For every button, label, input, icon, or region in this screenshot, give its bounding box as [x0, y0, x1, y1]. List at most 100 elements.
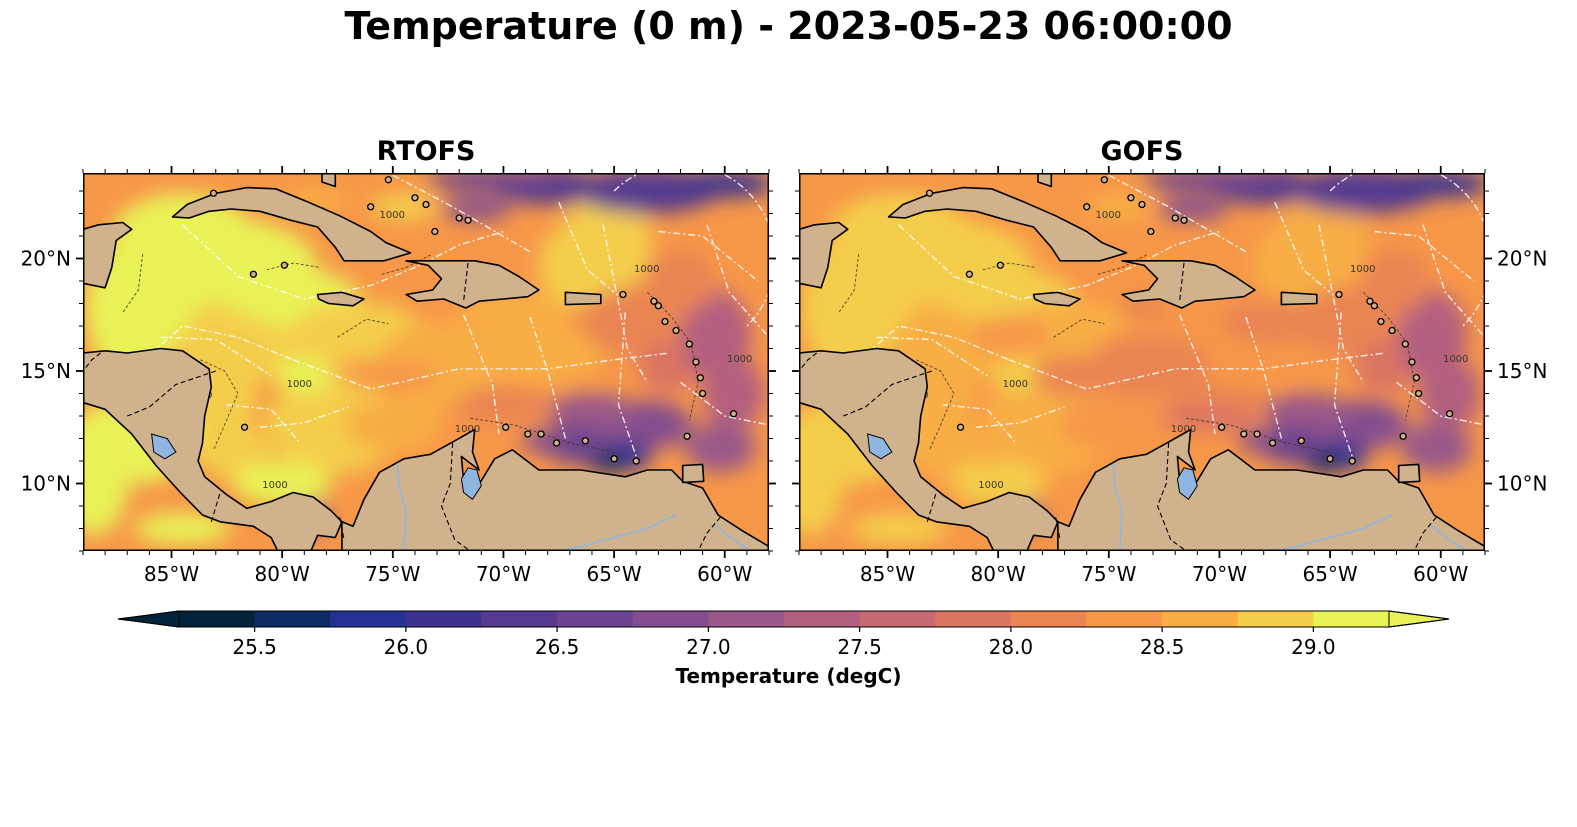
sst-patch [645, 249, 716, 313]
island [696, 374, 705, 382]
border-line [1413, 516, 1437, 551]
island [996, 261, 1005, 269]
island [537, 430, 545, 438]
colorbar-tick-label: 27.0 [686, 635, 731, 659]
sst-patch [1086, 335, 1211, 398]
river [558, 514, 677, 551]
island [1083, 203, 1091, 211]
land-bahamas-fragment [1037, 173, 1053, 188]
land-bahamas-fragment [321, 173, 337, 188]
island [1388, 326, 1396, 335]
island [1377, 317, 1385, 326]
sst-patch [799, 409, 846, 536]
island [249, 270, 258, 278]
sst-patch [1159, 404, 1258, 432]
lon-tick-label: 80°W [255, 562, 310, 586]
contour-label: 1000 [978, 480, 1003, 491]
colorbar-tick-label: 25.5 [232, 635, 277, 659]
colorbar-bin [1237, 611, 1314, 627]
land-jamaica [316, 291, 365, 307]
bathymetry-line [200, 359, 239, 451]
island [654, 302, 663, 310]
island [672, 326, 680, 335]
sst-patch [1142, 173, 1275, 191]
land-central-america [799, 347, 1059, 551]
sst-patch [969, 314, 1050, 356]
colorbar-bin [481, 611, 558, 627]
lake-nicaragua [151, 433, 177, 460]
colorbar-extend-low [117, 610, 180, 628]
colorbar-outline [117, 610, 1450, 628]
lon-tick-label: 70°W [476, 562, 531, 586]
lon-tick-label: 85°W [144, 562, 199, 586]
colorbar-bin [632, 611, 709, 627]
sst-patch [991, 357, 1050, 394]
island [698, 389, 707, 398]
island [1240, 430, 1248, 438]
lon-tick-label: 85°W [860, 562, 915, 586]
lat-tick-label: 20°N [1497, 247, 1547, 271]
colorbar-bin [557, 611, 634, 627]
island [1268, 439, 1277, 447]
colorbar-bin [179, 611, 256, 627]
island [240, 423, 249, 431]
lat-tick-label: 15°N [21, 359, 71, 383]
sst-patch [1361, 249, 1432, 313]
island [956, 423, 965, 431]
border-line [799, 352, 818, 372]
island [692, 358, 700, 366]
island [1366, 297, 1374, 305]
map-frame [83, 173, 769, 551]
bathymetry-line [1053, 318, 1105, 338]
sst-patch [454, 386, 553, 423]
contour-label: 1000 [380, 210, 405, 221]
boundary-line [182, 224, 504, 300]
island [965, 270, 974, 278]
land-cuba [887, 186, 1128, 262]
sst-patch [275, 357, 334, 394]
colorbar-bin [1086, 611, 1163, 627]
colorbar-tick-label: 29.0 [1291, 635, 1336, 659]
island [502, 423, 510, 431]
border-line [926, 492, 937, 522]
colorbar-label: Temperature (degC) [675, 664, 902, 688]
island [619, 290, 627, 299]
island [464, 216, 472, 224]
country-borders [83, 262, 721, 551]
figure-title: Temperature (0 m) - 2023-05-23 06:00:00 [344, 4, 1233, 48]
contour-label: 1000 [1096, 210, 1121, 221]
river [1429, 523, 1468, 551]
island [1401, 340, 1409, 348]
lon-tick-label: 60°W [697, 562, 752, 586]
land-yucatan [799, 221, 849, 289]
sst-patch [521, 429, 566, 452]
contour-label: 1000 [1443, 354, 1468, 365]
sst-patch [1086, 193, 1154, 221]
bathymetry-line [1362, 291, 1415, 421]
island [1180, 216, 1188, 224]
colorbar-bin [330, 611, 407, 627]
contour-label: 1000 [634, 264, 659, 275]
island [1399, 432, 1407, 440]
contour-label: 1000 [727, 354, 752, 365]
boundary-line [898, 224, 1220, 300]
sst-patch [370, 193, 438, 221]
lake-maracaibo [460, 467, 482, 501]
colorbar-extend-high [1388, 610, 1450, 628]
island [524, 430, 532, 438]
border-line [1156, 442, 1187, 551]
island [1218, 423, 1226, 431]
sst-patch [676, 173, 769, 198]
island [729, 410, 738, 418]
island [1138, 200, 1146, 209]
bathymetry-line [982, 262, 1036, 271]
border-line [339, 517, 345, 540]
sst-patch [980, 375, 1118, 475]
boundary-line [259, 406, 349, 428]
sst-patch [849, 512, 948, 545]
border-line [210, 492, 221, 522]
boundary-line [1245, 316, 1283, 439]
sst-patch [684, 422, 756, 473]
island [683, 432, 691, 440]
